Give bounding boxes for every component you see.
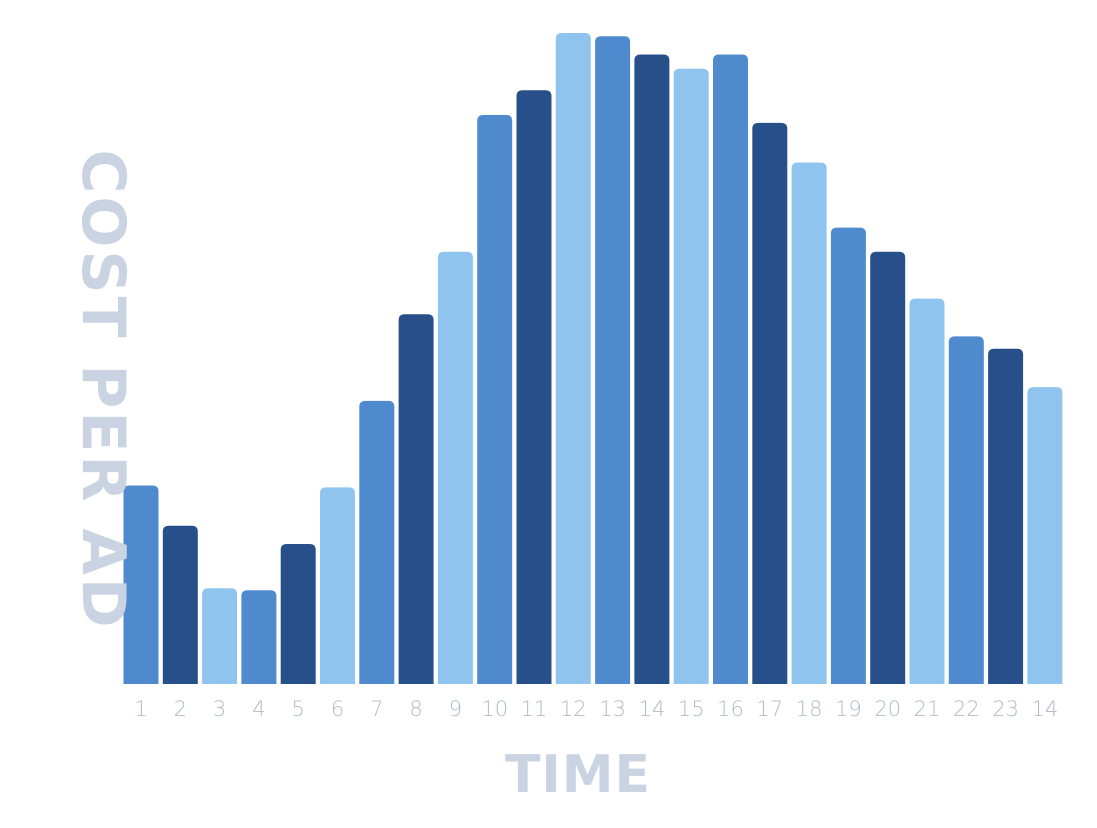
x-tick-label-8: 8 (409, 697, 422, 721)
bar-3 (202, 588, 238, 684)
bar-24 (1027, 387, 1063, 684)
x-tick-label-20: 20 (874, 697, 901, 721)
bar-14 (634, 54, 670, 684)
x-tick-label-19: 19 (835, 697, 862, 721)
x-tick-label-1: 1 (134, 697, 147, 721)
bar-23 (988, 348, 1024, 684)
bars-group (123, 33, 1063, 685)
bar-5 (280, 544, 316, 684)
bar-18 (791, 162, 827, 684)
x-tick-label-5: 5 (292, 697, 305, 721)
x-axis-label: TIME (505, 745, 651, 805)
x-tick-label-11: 11 (521, 697, 548, 721)
x-tick-label-23: 23 (992, 697, 1019, 721)
bar-13 (595, 36, 631, 684)
x-tick-label-6: 6 (331, 697, 344, 721)
bar-11 (516, 90, 552, 684)
bar-2 (162, 525, 198, 684)
bar-22 (948, 336, 984, 684)
bar-20 (870, 251, 906, 684)
bar-10 (477, 115, 513, 684)
bar-7 (359, 400, 395, 684)
bar-16 (713, 54, 748, 684)
x-tick-label-3: 3 (213, 697, 226, 721)
x-tick-label-24: 14 (1032, 697, 1059, 721)
x-tick-labels: 1 2 3 4 5 6 7 8 9 10 11 12 13 14 15 16 17 18 19 20 21 22 23 14 (134, 697, 1058, 721)
bar-15 (673, 68, 709, 685)
bar-6 (320, 487, 355, 684)
x-tick-label-7: 7 (370, 697, 383, 721)
x-tick-label-12: 12 (560, 697, 587, 721)
bar-21 (909, 298, 945, 684)
x-tick-label-2: 2 (174, 697, 187, 721)
x-tick-label-4: 4 (252, 697, 265, 721)
bar-4 (241, 590, 277, 684)
bar-1 (123, 485, 159, 684)
bar-12 (555, 33, 591, 684)
x-tick-label-22: 22 (953, 697, 980, 721)
x-tick-label-21: 21 (914, 697, 941, 721)
x-tick-label-14: 14 (639, 697, 666, 721)
bar-9 (437, 251, 473, 684)
bar-8 (398, 314, 434, 684)
bar-19 (830, 227, 866, 685)
x-tick-label-15: 15 (678, 697, 705, 721)
bar-17 (752, 122, 788, 684)
y-axis-label: COST PER AD (68, 149, 138, 630)
x-tick-label-16: 16 (717, 697, 744, 721)
x-tick-label-13: 13 (599, 697, 626, 721)
x-tick-label-9: 9 (449, 697, 462, 721)
x-tick-label-17: 17 (756, 697, 783, 721)
x-tick-label-18: 18 (796, 697, 823, 721)
x-tick-label-10: 10 (481, 697, 508, 721)
